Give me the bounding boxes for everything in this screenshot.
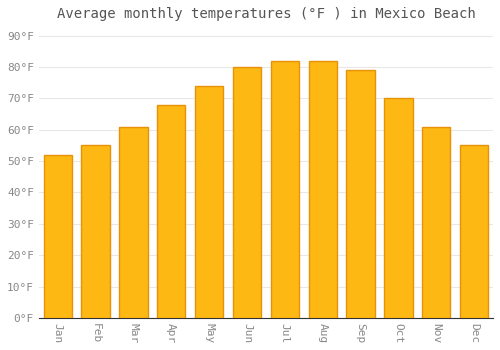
- Bar: [422, 127, 450, 318]
- Bar: [384, 98, 412, 318]
- Title: Average monthly temperatures (°F ) in Mexico Beach: Average monthly temperatures (°F ) in Me…: [56, 7, 476, 21]
- Bar: [460, 146, 488, 318]
- Bar: [82, 146, 110, 318]
- Bar: [44, 155, 72, 318]
- Bar: [270, 61, 299, 318]
- Bar: [119, 127, 148, 318]
- Bar: [308, 61, 337, 318]
- Bar: [346, 70, 375, 318]
- Bar: [233, 67, 261, 318]
- Bar: [195, 86, 224, 318]
- Bar: [157, 105, 186, 318]
